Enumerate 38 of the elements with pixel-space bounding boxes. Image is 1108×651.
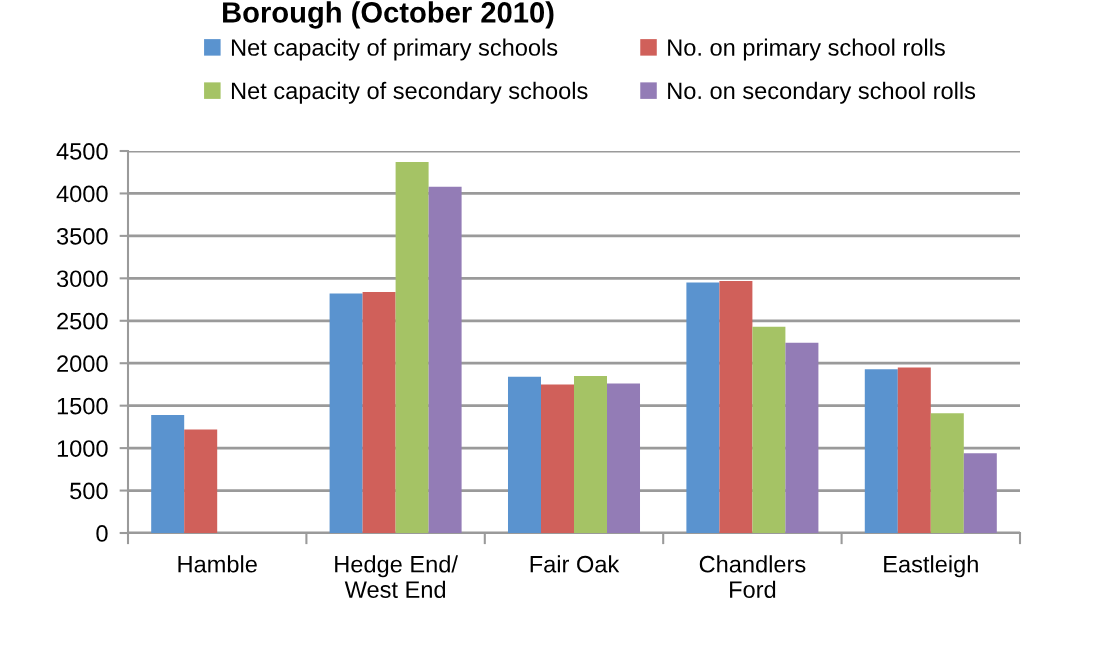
x-tick-label: Hamble <box>178 555 257 573</box>
x-tick-label: Eastleigh <box>884 555 978 578</box>
bar <box>428 186 462 533</box>
y-tick-label: 1000 <box>57 440 108 457</box>
y-tick-label: 4000 <box>56 185 108 203</box>
y-tick-label: 500 <box>70 482 108 500</box>
bar <box>507 376 541 533</box>
y-tick-label: 2500 <box>57 312 108 330</box>
x-tick-label: Chandlers Ford <box>699 555 806 598</box>
x-tick-label: Fair Oak <box>530 555 620 573</box>
bar <box>930 413 964 533</box>
bar <box>752 326 786 533</box>
bar <box>329 293 363 533</box>
legend-label: Net capacity of secondary schools <box>231 81 588 104</box>
legend-label: Net capacity of primary schools <box>231 38 558 61</box>
legend-label: No. on primary school rolls <box>668 38 945 61</box>
bar <box>864 369 898 533</box>
chart-title: Borough (October 2010) <box>223 1 554 29</box>
bar <box>686 282 720 533</box>
y-tick-label: 1500 <box>57 397 108 415</box>
y-tick-label: 3000 <box>56 270 108 288</box>
bar <box>151 415 185 533</box>
y-tick-label: 3500 <box>56 227 108 245</box>
bar <box>184 429 218 533</box>
x-tick-label: Hedge End/ West End <box>335 555 458 598</box>
bar <box>897 367 931 533</box>
bar <box>785 342 819 533</box>
bar <box>541 384 574 533</box>
bar <box>963 453 997 533</box>
bar <box>395 162 429 533</box>
bar <box>362 291 396 533</box>
bar <box>719 280 753 533</box>
bar <box>574 375 607 533</box>
legend-label: No. on secondary school rolls <box>668 81 976 104</box>
y-tick-label: 0 <box>96 525 108 542</box>
bar <box>607 383 641 533</box>
y-tick-label: 4500 <box>56 143 108 160</box>
y-tick-label: 2000 <box>57 355 108 373</box>
